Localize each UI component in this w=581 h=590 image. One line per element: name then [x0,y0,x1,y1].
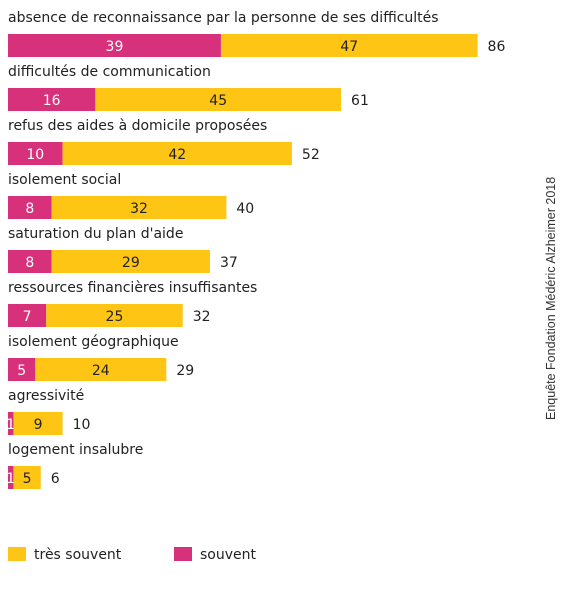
value-label-souvent: 10 [26,147,44,163]
category-label: isolement géographique [8,334,179,350]
total-label: 40 [236,201,254,217]
legend-swatch-très-souvent [8,547,26,561]
value-label-très-souvent: 5 [23,471,32,487]
bar-très-souvent [35,358,167,381]
value-label-très-souvent: 25 [106,309,124,325]
value-label-souvent: 39 [106,39,124,55]
total-label: 6 [51,471,60,487]
total-label: 37 [220,255,238,271]
value-label-très-souvent: 24 [92,363,110,379]
value-label-très-souvent: 45 [209,93,227,109]
bar-souvent [8,88,96,111]
source-note: Enquête Fondation Médéric Alzheimer 2018 [544,176,558,420]
category-label: saturation du plan d'aide [8,226,183,242]
bar-très-souvent [95,88,342,111]
value-label-souvent: 7 [23,309,32,325]
total-label: 32 [193,309,211,325]
bar-très-souvent [62,142,292,165]
category-label: logement insalubre [8,442,143,458]
bar-souvent [8,412,14,435]
bar-souvent [8,142,63,165]
total-label: 10 [73,417,91,433]
category-label: isolement social [8,172,121,188]
value-label-très-souvent: 29 [122,255,140,271]
bar-souvent [8,466,14,489]
bar-souvent [8,304,47,327]
bar-souvent [8,250,52,273]
bar-très-souvent [13,412,63,435]
bar-souvent [8,358,36,381]
value-label-souvent: 16 [43,93,61,109]
value-label-souvent: 1 [6,417,15,433]
value-label-très-souvent: 9 [34,417,43,433]
value-label-très-souvent: 32 [130,201,148,217]
total-label: 86 [488,39,506,55]
bar-très-souvent [46,304,183,327]
category-label: refus des aides à domicile proposées [8,118,267,134]
bar-très-souvent [220,34,478,57]
value-label-très-souvent: 42 [168,147,186,163]
bar-souvent [8,34,221,57]
legend-label-très-souvent: très souvent [34,547,122,563]
legend-swatch-souvent [174,547,192,561]
bar-très-souvent [13,466,41,489]
category-label: absence de reconnaissance par la personn… [8,10,439,26]
value-label-souvent: 8 [25,201,34,217]
value-label-souvent: 5 [17,363,26,379]
total-label: 29 [176,363,194,379]
value-label-souvent: 1 [6,471,15,487]
value-label-souvent: 8 [25,255,34,271]
total-label: 61 [351,93,369,109]
total-label: 52 [302,147,320,163]
category-label: difficultés de communication [8,64,211,80]
bar-très-souvent [51,250,211,273]
category-label: ressources financières insuffisantes [8,280,257,296]
category-label: agressivité [8,388,84,404]
bar-souvent [8,196,52,219]
value-label-très-souvent: 47 [340,39,358,55]
bar-très-souvent [51,196,227,219]
legend-label-souvent: souvent [200,547,257,563]
